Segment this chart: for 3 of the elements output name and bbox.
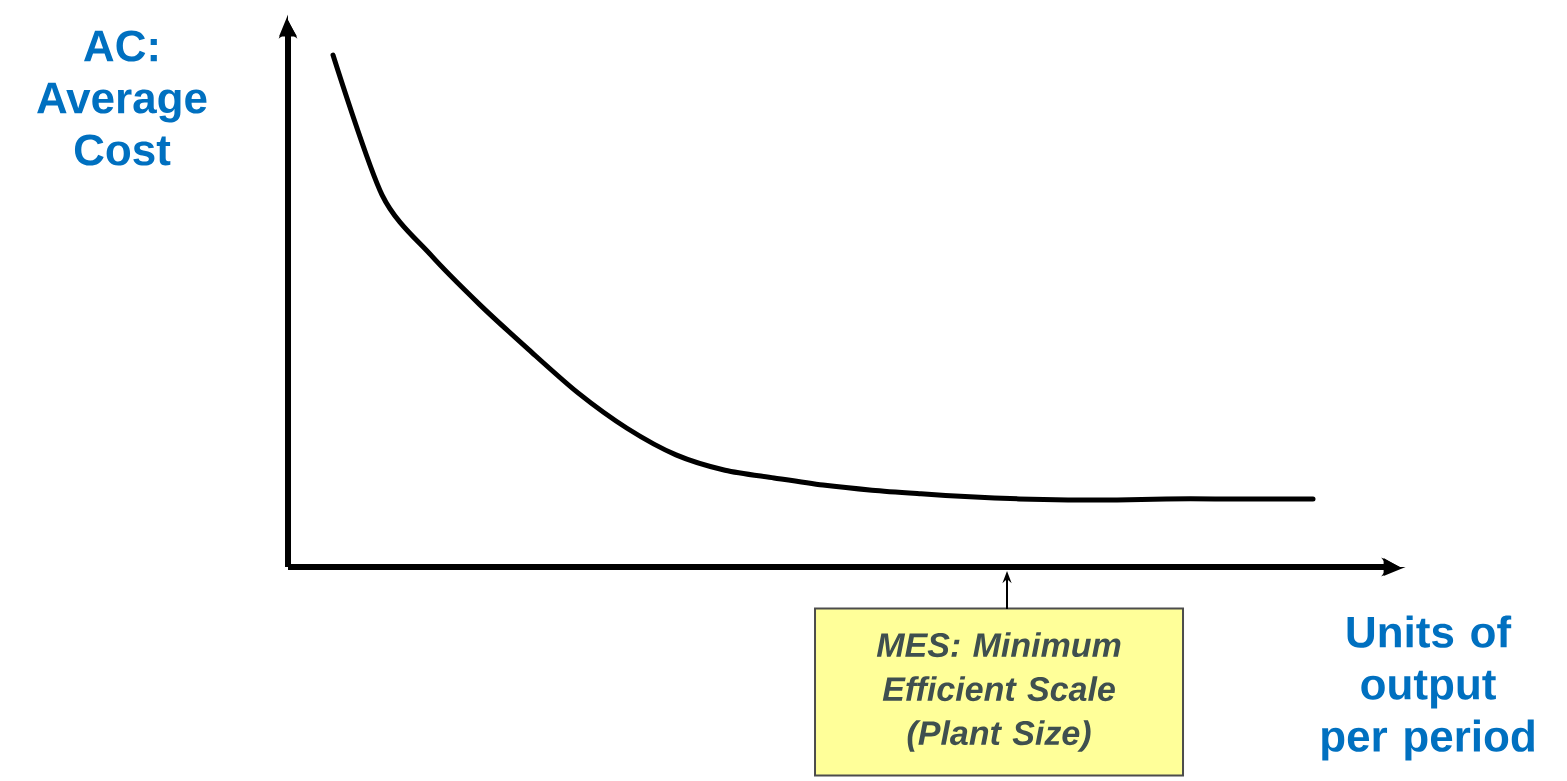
x-axis-title: Units of output per period <box>1322 615 1534 761</box>
y-axis-title: AC: Average Cost <box>37 30 207 166</box>
text: MES: Minimum Efficient Scale (Plant Size) <box>876 632 1121 752</box>
